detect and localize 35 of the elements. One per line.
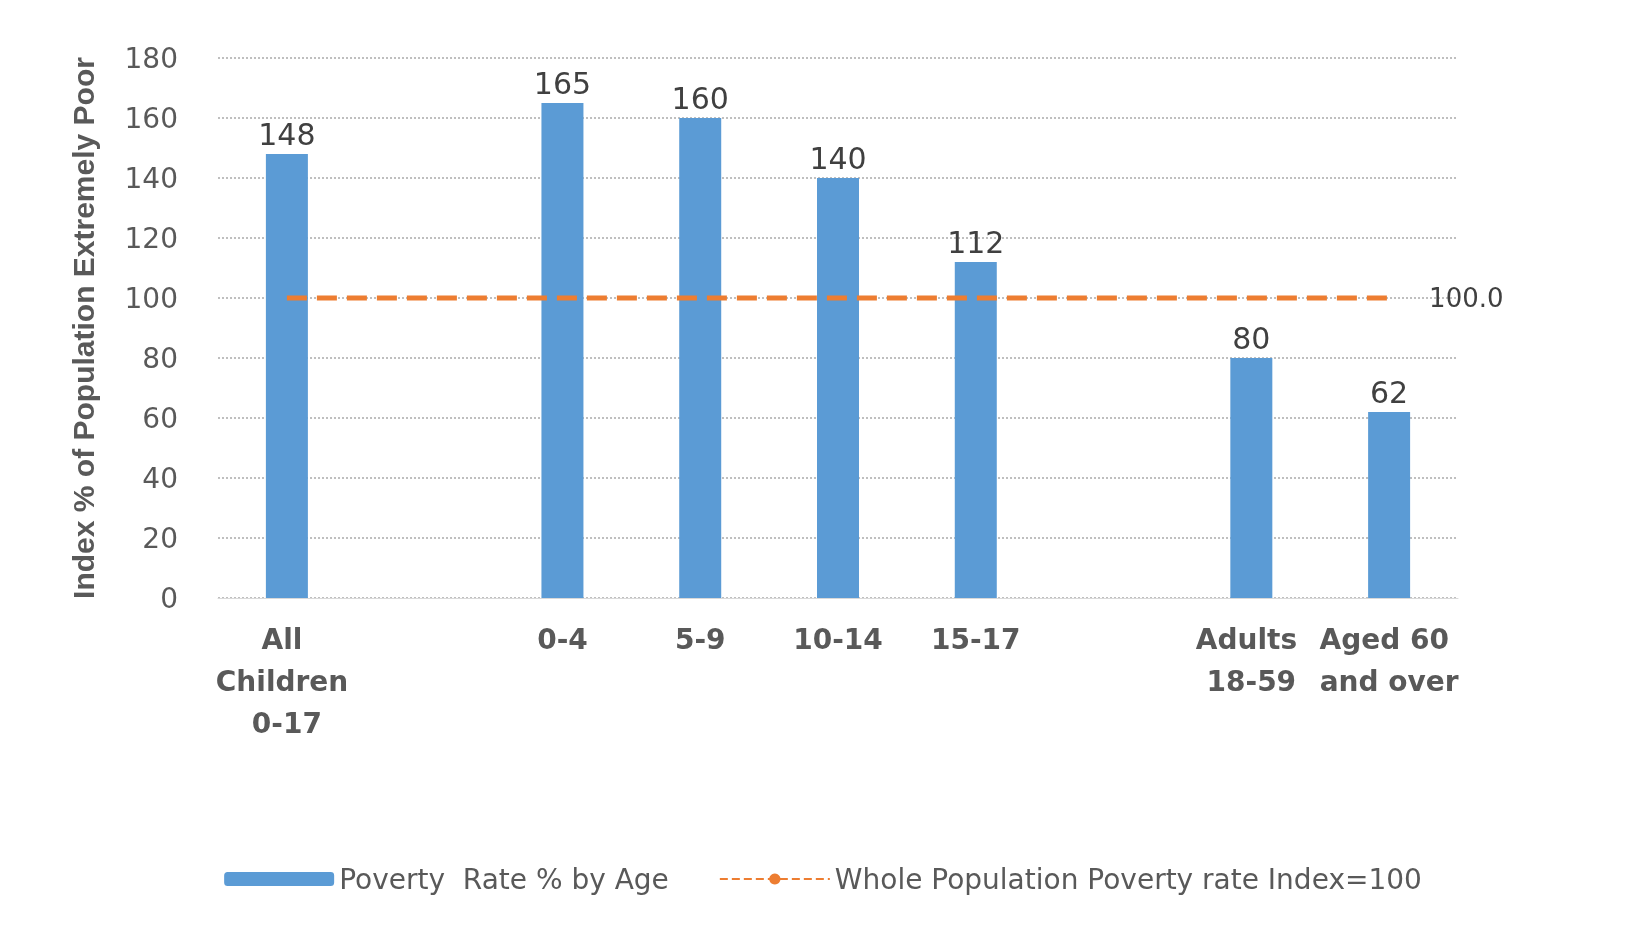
legend-label: Whole Population Poverty rate Index=100 xyxy=(834,862,1422,896)
bar xyxy=(679,118,722,598)
x-tick-label: 0-4 xyxy=(537,622,588,656)
legend-label: Poverty Rate % by Age xyxy=(339,862,669,896)
data-label: 112 xyxy=(947,224,1005,260)
y-tick-label: 160 xyxy=(124,101,178,135)
y-tick-label: 120 xyxy=(124,221,178,255)
y-tick-label: 0 xyxy=(160,581,178,615)
bar xyxy=(1230,358,1273,598)
data-label: 148 xyxy=(258,116,316,152)
x-tick-label: 5-9 xyxy=(674,622,726,656)
y-tick-label: 20 xyxy=(142,521,178,555)
bar xyxy=(541,103,584,598)
y-tick-label: 140 xyxy=(124,161,178,195)
data-label: 100.0 xyxy=(1429,283,1504,313)
y-tick-label: 40 xyxy=(142,461,178,495)
x-tick-label: 15-17 xyxy=(931,622,1021,656)
bar xyxy=(265,154,308,598)
bar xyxy=(1368,412,1411,598)
bar xyxy=(817,178,859,598)
bar xyxy=(954,262,997,598)
y-tick-label: 60 xyxy=(142,401,178,435)
data-label: 80 xyxy=(1232,320,1271,356)
data-label: 140 xyxy=(809,140,867,176)
x-tick-label: All Children 0-17 xyxy=(215,622,358,740)
data-label: 165 xyxy=(533,65,592,101)
y-tick-label: 80 xyxy=(142,341,178,375)
y-tick-label: 100 xyxy=(124,281,178,315)
x-tick-label: Adults 18-59 xyxy=(1195,622,1307,698)
data-label: 160 xyxy=(671,80,729,116)
data-label: 62 xyxy=(1370,374,1409,410)
x-tick-label: 10-14 xyxy=(793,622,883,656)
y-axis-title: Index % of Population Extremely Poor xyxy=(66,56,100,599)
y-tick-label: 180 xyxy=(124,41,178,75)
x-tick-label: Aged 60 and over xyxy=(1319,622,1459,698)
